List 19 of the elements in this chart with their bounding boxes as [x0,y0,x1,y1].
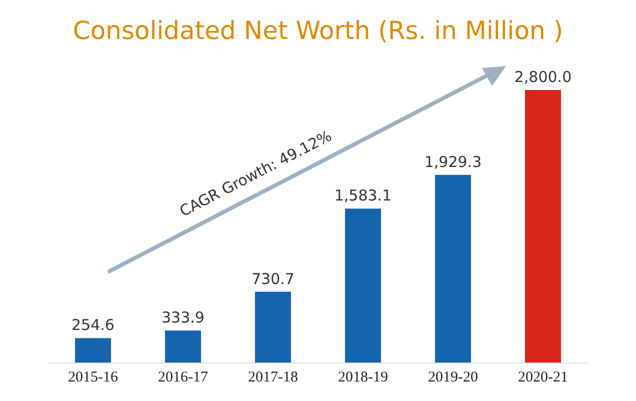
bar [525,90,561,363]
bar [75,338,111,363]
data-label: 254.6 [72,316,114,334]
chart-title: Consolidated Net Worth (Rs. in Million ) [72,15,564,47]
bar [435,174,471,363]
data-label: 1,929.3 [424,152,482,171]
x-tick-label: 2015-16 [68,370,118,386]
data-label: 1,583.1 [334,186,392,205]
x-tick-label: 2017-18 [248,370,298,386]
bar [255,292,291,363]
x-tick-label: 2016-17 [158,370,208,386]
data-label: 333.9 [162,308,204,326]
bar [165,330,201,363]
bar [345,208,381,363]
x-tick-label: 2018-19 [338,370,388,386]
x-tick-label: 2020-21 [518,370,568,386]
data-label: 2,800.0 [514,68,572,86]
data-label: 730.7 [252,270,294,288]
x-tick-label: 2019-20 [428,370,478,386]
